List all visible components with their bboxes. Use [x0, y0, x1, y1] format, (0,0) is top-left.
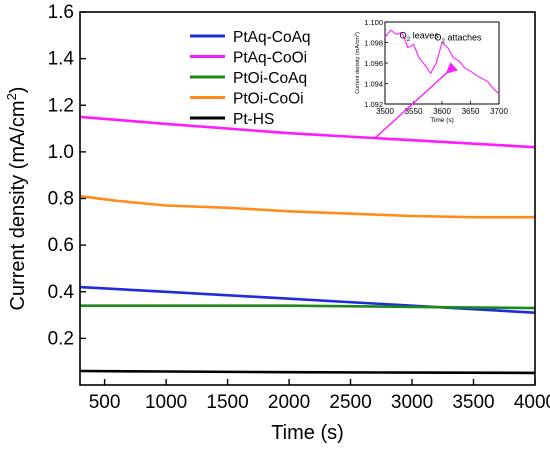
y-tick-label: 0.6 — [48, 235, 74, 256]
x-tick-label: 1500 — [206, 392, 248, 413]
x-tick-label: 2500 — [329, 392, 371, 413]
inset-y-axis-label: Current density (mA/cm2) — [353, 32, 361, 94]
x-axis-label: Time (s) — [271, 422, 344, 444]
inset-y-tick-label: 1.092 — [364, 100, 383, 109]
legend-label: PtOi-CoAq — [233, 70, 307, 87]
legend-label: PtAq-CoOi — [233, 50, 307, 67]
inset-y-axis-label-close: ) — [355, 32, 361, 34]
series-line-ptaq-cooi — [79, 115, 536, 149]
inset-annotation-text: O — [434, 32, 441, 42]
x-tick-label: 500 — [89, 392, 121, 413]
y-tick-label: 1.6 — [48, 2, 74, 23]
legend-label: PtAq-CoAq — [233, 29, 311, 46]
inset-y-axis-label-text: Current density (mA/cm — [355, 36, 361, 94]
y-tick-label: 0.8 — [48, 189, 74, 210]
y-tick-label: 1.4 — [48, 49, 75, 70]
inset-annotation-text: O — [400, 30, 407, 40]
inset-annotation-text-rest: leaves — [410, 30, 439, 40]
legend-label: PtOi-CoOi — [233, 91, 304, 108]
x-tick-label: 2000 — [268, 392, 310, 413]
y-axis-label-text: Current density (mA/cm — [7, 100, 29, 310]
inset-annotation-text-rest: attaches — [445, 32, 482, 42]
inset-pointer-arrow — [374, 62, 458, 139]
inset-y-tick-label: 1.100 — [364, 18, 383, 27]
inset-x-tick-label: 3600 — [433, 107, 451, 116]
x-tick-label: 1000 — [145, 392, 187, 413]
x-tick-label: 3000 — [391, 392, 433, 413]
y-tick-label: 0.4 — [48, 282, 75, 303]
series-line-pt-hs — [79, 369, 536, 375]
inset-y-tick-label: 1.098 — [364, 39, 383, 48]
inset-x-tick-label: 3650 — [462, 107, 480, 116]
inset-y-tick-label: 1.096 — [364, 59, 383, 68]
series-line-ptoi-coaq — [80, 304, 536, 310]
inset-x-tick-label: 3550 — [405, 107, 423, 116]
inset-x-axis-label: Time (s) — [430, 117, 454, 124]
y-tick-label: 0.2 — [48, 328, 74, 349]
series-line-ptoi-cooi — [79, 194, 535, 219]
y-axis-label-superscript: 2 — [4, 93, 19, 100]
inset-x-tick-label: 3500 — [376, 107, 394, 116]
inset-annotation-subscript: 2 — [441, 38, 445, 45]
y-tick-label: 1.0 — [48, 142, 74, 163]
inset-annotation: O2 attaches — [434, 32, 482, 45]
inset-series-line — [384, 29, 500, 95]
inset-y-tick-label: 1.094 — [364, 80, 383, 89]
inset-annotation: O2 leaves — [400, 30, 440, 43]
y-tick-label: 1.2 — [48, 95, 74, 116]
series-line-ptaq-coaq — [79, 285, 536, 314]
y-axis-label: Current density (mA/cm2) — [4, 87, 29, 311]
y-axis-label-close: ) — [7, 87, 29, 94]
x-tick-label: 3500 — [452, 392, 494, 413]
inset-annotation-subscript: 2 — [407, 36, 411, 43]
legend-label: Pt-HS — [233, 111, 274, 128]
inset-x-tick-label: 3700 — [490, 107, 508, 116]
inset-frame — [384, 21, 500, 105]
inset-y-axis-label-superscript: 2 — [353, 33, 358, 36]
